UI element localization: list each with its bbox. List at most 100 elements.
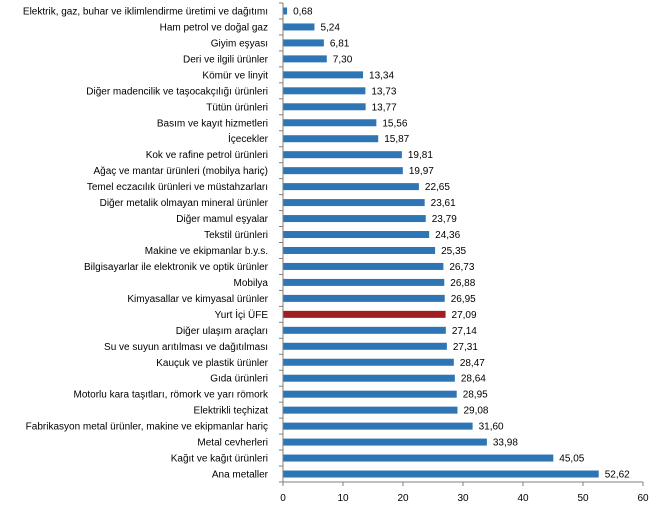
category-label: Diğer ulaşım araçları <box>176 326 268 337</box>
category-label: Ağaç ve mantar ürünleri (mobilya hariç) <box>93 166 268 177</box>
bar <box>283 294 445 302</box>
category-label: Kömür ve linyit <box>202 70 268 81</box>
value-label: 13,77 <box>372 102 397 113</box>
bar <box>283 7 288 15</box>
category-label: Temel eczacılık ürünleri ve müstahzarlar… <box>87 182 268 193</box>
category-label: Yurt İçi ÜFE <box>215 308 269 321</box>
value-label: 0,68 <box>293 6 313 17</box>
value-label: 31,60 <box>479 422 504 433</box>
value-label: 26,73 <box>449 262 474 273</box>
bar <box>283 119 377 127</box>
value-label: 5,24 <box>320 22 340 33</box>
bar-highlight <box>283 310 446 318</box>
value-label: 6,81 <box>330 38 350 49</box>
category-label: Giyim eşyası <box>211 38 268 49</box>
bar <box>283 374 455 382</box>
bar <box>283 406 458 414</box>
value-label: 22,65 <box>425 182 450 193</box>
category-label: Kimyasallar ve kimyasal ürünler <box>127 294 268 305</box>
value-label: 19,81 <box>408 150 433 161</box>
x-tick-label: 50 <box>577 493 589 504</box>
category-label: Gıda ürünleri <box>210 374 268 385</box>
bar <box>283 215 426 223</box>
value-label: 25,35 <box>441 246 466 257</box>
category-label: Metal cevherleri <box>197 438 268 449</box>
x-tick-label: 40 <box>517 493 529 504</box>
x-tick-label: 0 <box>280 493 286 504</box>
value-label: 28,64 <box>461 374 486 385</box>
category-label: Elektrik, gaz, buhar ve iklimlendirme ür… <box>23 6 268 17</box>
x-tick-label: 30 <box>457 493 469 504</box>
bar <box>283 342 447 350</box>
category-label: Diğer mamul eşyalar <box>176 214 268 225</box>
bar <box>283 87 366 95</box>
value-label: 29,08 <box>463 406 488 417</box>
bar <box>283 199 425 207</box>
value-label: 23,79 <box>432 214 457 225</box>
bar <box>283 23 315 31</box>
x-tick-label: 10 <box>337 493 349 504</box>
category-label: Deri ve ilgili ürünler <box>183 54 269 65</box>
bars-group <box>283 7 599 478</box>
category-label: Makine ve ekipmanlar b.y.s. <box>145 246 268 257</box>
value-label: 33,98 <box>493 438 518 449</box>
bar <box>283 167 403 175</box>
bar <box>283 71 364 79</box>
bar <box>283 358 454 366</box>
category-label: Ana metaller <box>212 470 269 481</box>
bar <box>283 103 366 111</box>
category-label: Tekstil ürünleri <box>204 230 268 241</box>
bar <box>283 390 457 398</box>
category-label: Elektrikli teçhizat <box>194 406 269 417</box>
bar <box>283 470 599 478</box>
bar <box>283 326 446 334</box>
value-label: 13,73 <box>371 86 396 97</box>
category-label: Kok ve rafine petrol ürünleri <box>146 150 268 161</box>
value-label: 27,14 <box>452 326 477 337</box>
category-label: Diğer madencilik ve taşocakçılığı ürünle… <box>86 86 268 97</box>
bar <box>283 246 436 254</box>
value-label: 27,31 <box>453 342 478 353</box>
category-label: Motorlu kara taşıtları, römork ve yarı r… <box>74 390 269 401</box>
bar <box>283 454 554 462</box>
category-label: Kauçuk ve plastik ürünler <box>156 358 268 369</box>
x-tick-label: 20 <box>397 493 409 504</box>
value-labels: 0,68 5,24 6,81 7,30 13,34 13,73 13,77 15,56 15,8… <box>293 6 630 480</box>
value-label: 15,87 <box>384 134 409 145</box>
value-label: 19,97 <box>409 166 434 177</box>
value-label: 7,30 <box>333 54 353 65</box>
value-label: 26,95 <box>451 294 476 305</box>
bar <box>283 151 402 159</box>
value-label: 24,36 <box>435 230 460 241</box>
bar <box>283 422 473 430</box>
bar <box>283 278 445 286</box>
category-label: Kağıt ve kağıt ürünleri <box>171 454 268 465</box>
category-label: Bilgisayarlar ile elektronik ve optik ür… <box>84 262 269 273</box>
category-label: İçecekler <box>228 132 269 145</box>
value-label: 52,62 <box>605 470 630 481</box>
value-label: 23,61 <box>431 198 456 209</box>
bar <box>283 262 444 270</box>
value-label: 28,47 <box>460 358 485 369</box>
value-label: 45,05 <box>559 454 584 465</box>
bar <box>283 135 379 143</box>
bar <box>283 231 430 239</box>
category-label: Mobilya <box>234 278 269 289</box>
bar <box>283 183 419 191</box>
x-tick-label: 60 <box>637 493 649 504</box>
category-label: Diğer metalik olmayan mineral ürünler <box>100 198 269 209</box>
category-label: Ham petrol ve doğal gaz <box>160 22 268 33</box>
value-label: 13,34 <box>369 70 394 81</box>
category-label: Su ve suyun arıtılması ve dağıtılması <box>104 342 268 353</box>
category-label: Basım ve kayıt hizmetleri <box>157 118 268 129</box>
value-label: 27,09 <box>452 310 477 321</box>
bar <box>283 55 327 63</box>
bar <box>283 438 487 446</box>
axes: 0 10 20 30 40 50 60 <box>279 2 649 504</box>
category-labels: Elektrik, gaz, buhar ve iklimlendirme ür… <box>23 6 269 480</box>
value-label: 15,56 <box>382 118 407 129</box>
value-label: 28,95 <box>463 390 488 401</box>
value-label: 26,88 <box>450 278 475 289</box>
category-label: Tütün ürünleri <box>206 102 268 113</box>
